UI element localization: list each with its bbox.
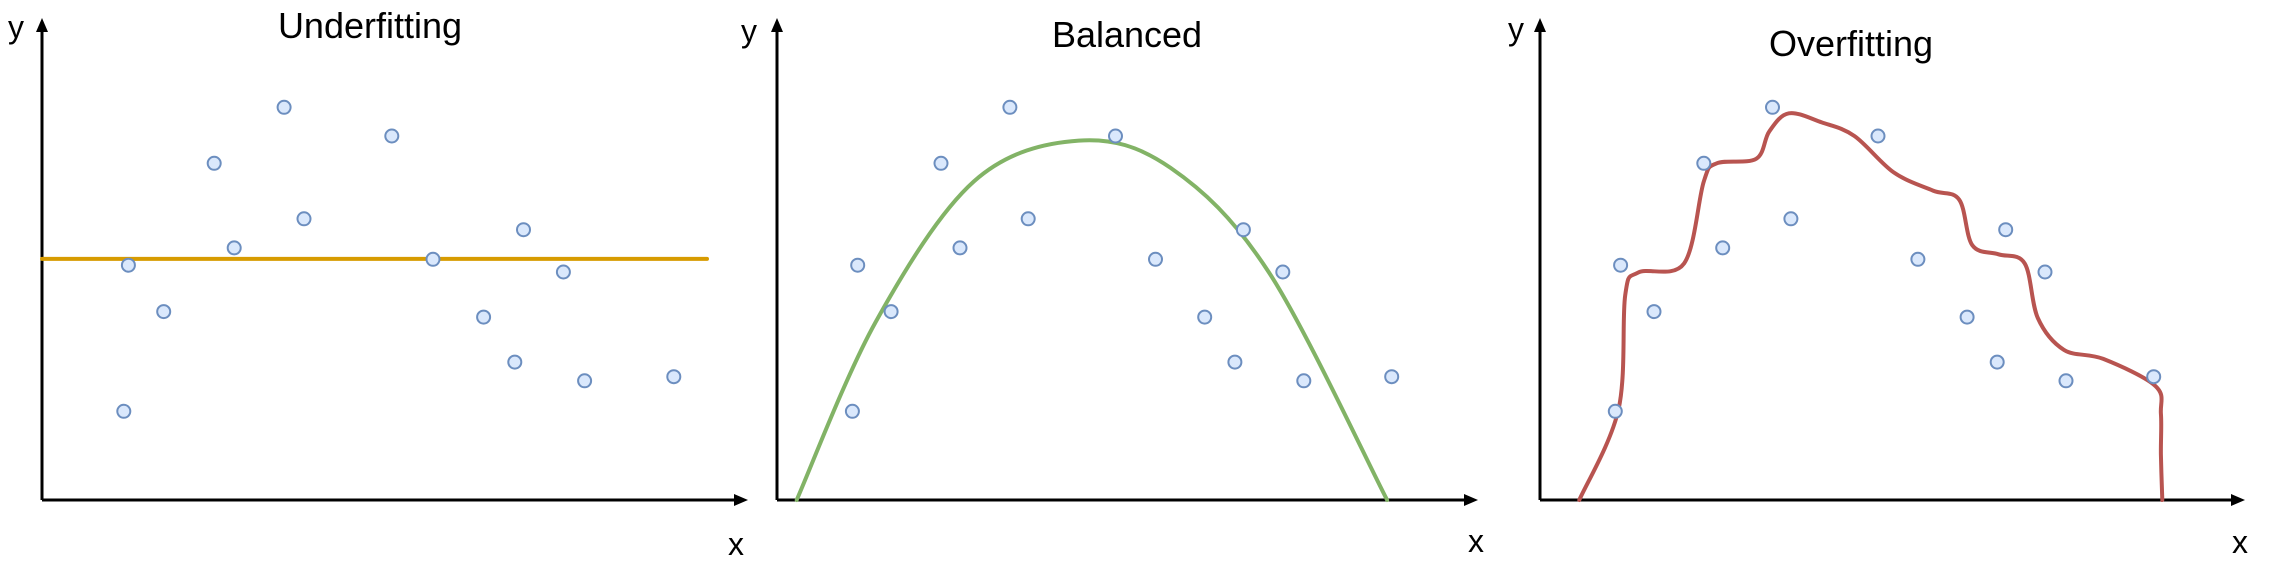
data-point <box>1783 211 1799 227</box>
panel-title: Underfitting <box>278 5 462 46</box>
data-point <box>516 222 531 238</box>
data-point <box>2146 369 2162 385</box>
data-point <box>844 403 860 419</box>
data-point <box>1613 257 1629 273</box>
y-axis-arrow <box>36 18 48 32</box>
data-point <box>226 240 242 256</box>
y-axis-label: y <box>1508 11 1524 47</box>
data-point <box>296 211 312 227</box>
data-point <box>1148 251 1163 267</box>
y-axis-arrow <box>771 18 783 32</box>
y-axis-arrow <box>1534 18 1546 32</box>
data-point <box>1227 354 1243 370</box>
x-axis-arrow <box>2231 494 2245 506</box>
data-point <box>933 155 949 171</box>
data-point <box>1002 99 1018 115</box>
data-point <box>384 128 400 144</box>
y-axis-label: y <box>741 13 757 49</box>
fit-curve <box>794 138 1390 502</box>
panel-title: Overfitting <box>1769 23 1933 64</box>
data-point <box>1989 354 2005 370</box>
data-point <box>1108 128 1123 144</box>
data-point <box>1870 128 1886 144</box>
panel-2: Overfitting y x <box>1508 11 2248 560</box>
data-point <box>276 99 292 115</box>
data-point <box>577 373 593 389</box>
data-point <box>2037 264 2053 280</box>
panel-0: Underfitting y x <box>8 5 748 562</box>
data-point <box>1020 211 1036 227</box>
data-point <box>883 304 899 320</box>
data-point <box>1959 309 1975 325</box>
data-point <box>1910 251 1926 267</box>
panel-title: Balanced <box>1052 14 1202 55</box>
data-point <box>1384 369 1400 385</box>
data-point <box>1607 403 1623 419</box>
data-point <box>1715 240 1731 256</box>
x-axis-label: x <box>2232 524 2248 560</box>
data-point <box>1646 304 1662 320</box>
x-axis-label: x <box>1468 523 1484 559</box>
data-point <box>476 309 492 325</box>
data-point <box>116 403 132 419</box>
x-axis-label: x <box>728 526 744 562</box>
data-point <box>2058 373 2074 389</box>
y-axis-label: y <box>8 9 24 45</box>
panel-1: Balanced y x <box>741 13 1484 559</box>
data-point <box>507 354 523 370</box>
data-point <box>555 264 571 280</box>
data-point <box>1235 222 1251 238</box>
data-point <box>206 155 222 171</box>
data-point <box>1197 309 1213 325</box>
data-point <box>1765 99 1780 115</box>
data-point <box>156 304 172 320</box>
data-point <box>1275 264 1291 280</box>
data-point <box>666 369 682 385</box>
data-point <box>425 251 441 267</box>
x-axis-arrow <box>734 494 748 506</box>
data-point <box>850 257 866 273</box>
data-point <box>952 240 968 256</box>
x-axis-arrow <box>1464 494 1478 506</box>
data-point <box>1696 155 1712 171</box>
data-point <box>1296 373 1312 389</box>
fit-curve <box>1577 111 2165 502</box>
data-point <box>120 257 136 273</box>
data-point <box>1998 222 2014 238</box>
